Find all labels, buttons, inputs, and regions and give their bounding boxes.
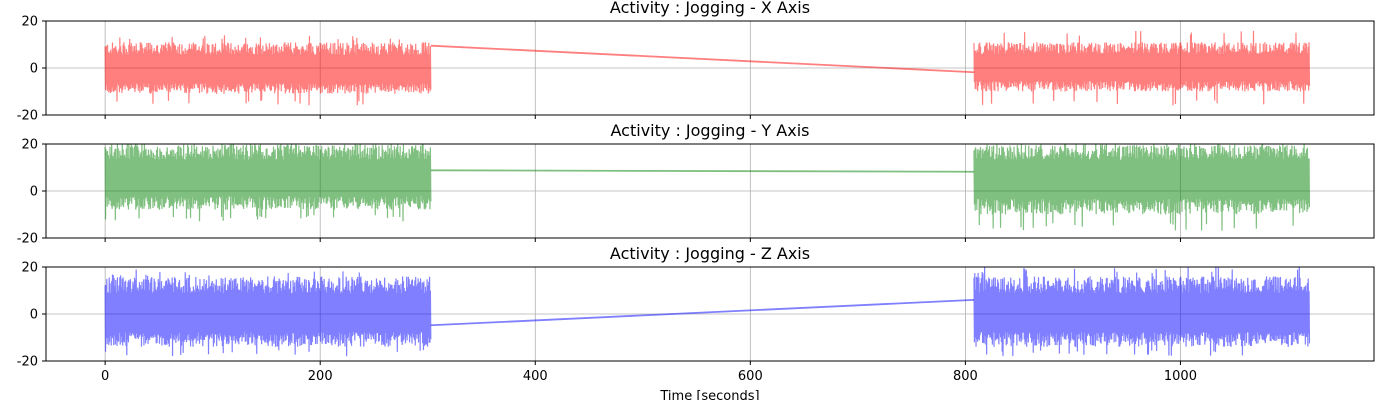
x-tick-label: 600 bbox=[738, 369, 763, 384]
gap-connector-line bbox=[430, 299, 975, 327]
gap-connector-line bbox=[430, 44, 975, 74]
y-tick-label: 0 bbox=[30, 62, 38, 77]
subplot-2: -20 0 20 Activity : Jogging - Y Axis bbox=[17, 121, 1375, 247]
y-tick-label: -20 bbox=[17, 355, 38, 370]
signal-segment-1 bbox=[104, 144, 432, 222]
y-tick-label: -20 bbox=[17, 109, 38, 124]
subplot-title: Activity : Jogging - X Axis bbox=[610, 0, 810, 17]
subplot-1: -20 0 20 Activity : Jogging - X Axis bbox=[17, 0, 1375, 124]
y-tick-label: 0 bbox=[30, 308, 38, 323]
gap-connector-line bbox=[430, 169, 974, 173]
y-tick-label: -20 bbox=[17, 232, 38, 247]
y-tick-label: 20 bbox=[21, 261, 38, 276]
x-tick-label: 0 bbox=[101, 369, 109, 384]
signal-segment-2 bbox=[973, 267, 1311, 357]
signal-segment-1 bbox=[104, 35, 432, 106]
x-tick-label: 400 bbox=[523, 369, 548, 384]
x-tick-label: 1000 bbox=[1164, 369, 1197, 384]
x-axis-label: Time [seconds] bbox=[659, 389, 759, 400]
subplot-title: Activity : Jogging - Y Axis bbox=[611, 121, 810, 140]
y-tick-label: 0 bbox=[30, 185, 38, 200]
signal-segment-1 bbox=[104, 269, 432, 357]
y-tick-label: 20 bbox=[21, 15, 38, 30]
series-group bbox=[104, 144, 1311, 231]
series-group bbox=[104, 30, 1311, 106]
subplot-title: Activity : Jogging - Z Axis bbox=[610, 244, 810, 263]
x-tick-label: 800 bbox=[953, 369, 978, 384]
x-tick-label: 200 bbox=[308, 369, 333, 384]
signal-segment-2 bbox=[973, 144, 1311, 231]
signal-segment-2 bbox=[973, 30, 1311, 106]
y-tick-label: 20 bbox=[21, 138, 38, 153]
series-group bbox=[104, 267, 1311, 357]
